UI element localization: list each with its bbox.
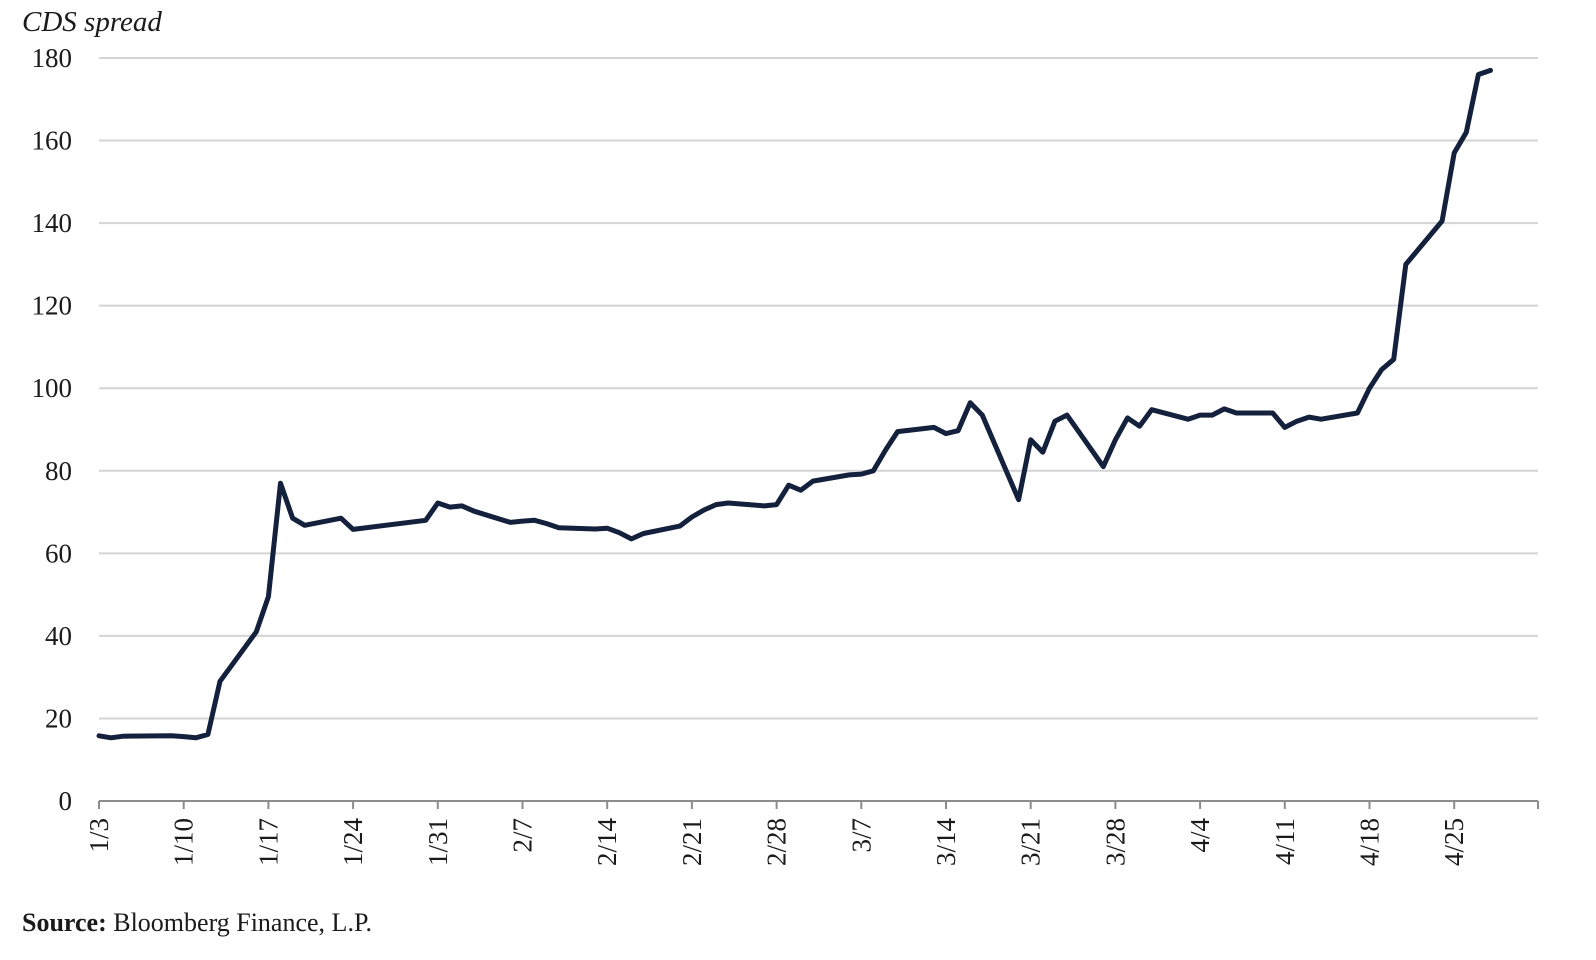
x-tick-label: 3/21 xyxy=(1016,818,1046,866)
x-tick-label: 1/31 xyxy=(423,818,453,866)
source-note: Source: Bloomberg Finance, L.P. xyxy=(22,908,372,938)
y-axis-label: CDS spread xyxy=(22,6,162,38)
x-tick-label: 2/21 xyxy=(677,818,707,866)
series-group xyxy=(96,67,1493,741)
x-axis: 1/3 1/10 1/17 1/24 1/31 2/7 2/14 2/21 2/28 3/7 3/1… xyxy=(84,800,1539,867)
y-axis-ticks: 0 20 40 60 80 100 120 140 160 180 xyxy=(32,43,73,816)
x-tick-label: 3/14 xyxy=(931,818,961,867)
y-tick-label: 60 xyxy=(45,538,72,568)
x-tick-label: 1/24 xyxy=(338,818,368,867)
y-tick-label: 120 xyxy=(32,291,73,321)
y-tick-label: 160 xyxy=(32,126,73,156)
x-tick-label: 4/11 xyxy=(1270,818,1300,865)
x-tick-label: 3/28 xyxy=(1100,818,1130,866)
x-tick-label: 1/17 xyxy=(253,818,283,866)
x-tick-label: 2/7 xyxy=(508,818,538,853)
cds-spread-series-line xyxy=(96,67,1493,741)
x-tick-label: 3/7 xyxy=(846,818,876,853)
y-tick-label: 100 xyxy=(32,373,73,403)
x-tick-label: 2/14 xyxy=(592,818,622,867)
x-tick-label: 4/18 xyxy=(1355,818,1385,866)
y-tick-label: 80 xyxy=(45,456,72,486)
x-tick-label: 4/25 xyxy=(1439,818,1469,866)
source-label: Source: xyxy=(22,908,107,937)
y-tick-label: 180 xyxy=(32,43,73,73)
x-tick-label: 1/10 xyxy=(169,818,199,866)
gridlines xyxy=(99,57,1538,720)
source-text: Bloomberg Finance, L.P. xyxy=(106,908,373,937)
x-tick-label: 2/28 xyxy=(762,818,792,866)
x-tick-label: 1/3 xyxy=(84,818,114,853)
y-tick-label: 20 xyxy=(45,703,72,733)
y-tick-label: 140 xyxy=(32,208,73,238)
x-tick-label: 4/4 xyxy=(1185,818,1215,853)
y-tick-label: 0 xyxy=(59,786,73,816)
y-tick-label: 40 xyxy=(45,621,72,651)
